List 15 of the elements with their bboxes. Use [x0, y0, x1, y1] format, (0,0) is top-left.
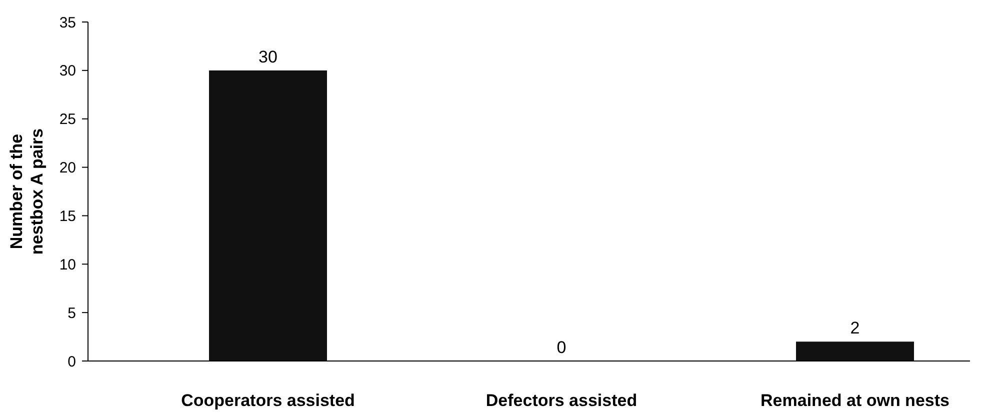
y-tick-label: 15	[59, 208, 76, 225]
y-tick-label: 0	[68, 353, 76, 370]
y-tick-label: 10	[59, 256, 76, 274]
y-tick-label: 5	[68, 304, 76, 322]
data-label: 2	[850, 318, 860, 338]
x-tick-label: Defectors assisted	[486, 391, 638, 410]
data-label: 0	[556, 338, 566, 357]
data-label: 30	[258, 47, 278, 66]
x-tick-label: Remained at own nests	[760, 391, 950, 410]
y-tick-label: 35	[59, 14, 76, 32]
y-tick-label: 20	[59, 160, 76, 177]
x-tick-label: Cooperators assisted	[181, 391, 355, 410]
y-tick-label: 25	[59, 111, 76, 128]
y-axis-title: Number of the nestbox A pairs	[7, 128, 46, 255]
y-tick-label: 30	[59, 62, 76, 80]
